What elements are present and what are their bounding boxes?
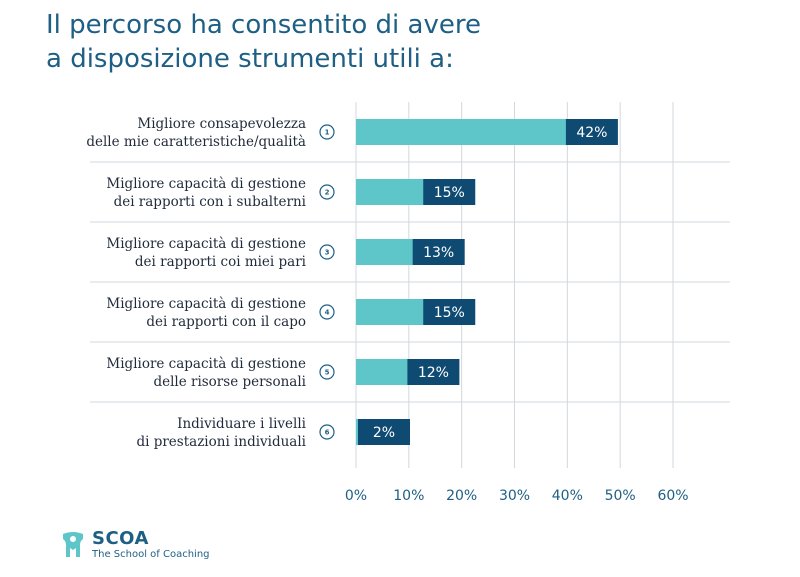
row-number-circle [319, 244, 335, 260]
value-badge [565, 119, 618, 145]
category-label-line-2: di prestazioni individuali [136, 434, 306, 450]
row-number-circle [319, 184, 335, 200]
chart-title-line-1: Il percorso ha consentito di avere [46, 10, 481, 40]
row-number: 2 [325, 189, 330, 197]
row-number: 4 [325, 309, 330, 317]
category-label-line-2: dei rapporti con i subalterni [114, 194, 307, 210]
category-label-line-2: dei rapporti con il capo [146, 314, 306, 330]
row-number: 3 [325, 249, 330, 257]
row-number-circle [319, 364, 335, 380]
category-label-line-2: delle mie caratteristiche/qualità [86, 134, 306, 150]
category-label-line-1: Migliore consapevolezza [137, 116, 306, 132]
value-badge [423, 179, 476, 205]
value-badge [407, 359, 460, 385]
value-badge [358, 419, 410, 445]
x-tick-label: 30% [499, 488, 530, 504]
bar [356, 299, 436, 325]
x-tick-label: 20% [446, 488, 477, 504]
x-tick-label: 0% [345, 488, 367, 504]
row-number: 1 [325, 129, 330, 137]
chart-title-line-2: a disposizione strumenti utili a: [46, 44, 454, 74]
logo-subtitle: The School of Coaching [92, 548, 210, 560]
value-badge [423, 299, 476, 325]
bar [356, 179, 436, 205]
x-tick-label: 50% [605, 488, 636, 504]
value-badge [412, 239, 465, 265]
category-label-line-1: Migliore capacità di gestione [106, 236, 306, 252]
category-label-line-2: dei rapporti coi miei pari [135, 254, 307, 270]
x-tick-label: 60% [657, 488, 688, 504]
category-label-line-2: delle risorse personali [153, 374, 306, 390]
data-label: 42% [576, 125, 607, 141]
data-label: 2% [373, 425, 395, 441]
row-number-circle [319, 124, 335, 140]
chart-title: Il percorso ha consentito di avere a dis… [46, 8, 481, 76]
data-label: 15% [434, 305, 465, 321]
row-number-circle [319, 304, 335, 320]
bar [356, 119, 578, 145]
category-label-line-1: Individuare i livelli [177, 416, 307, 432]
x-tick-label: 40% [552, 488, 583, 504]
data-label: 13% [423, 245, 454, 261]
logo-name: SCOA [92, 527, 149, 549]
x-tick-label: 10% [393, 488, 424, 504]
row-number-circle [319, 424, 335, 440]
scoa-logo: SCOA The School of Coaching [60, 527, 210, 563]
data-label: 12% [418, 365, 449, 381]
category-label-line-1: Migliore capacità di gestione [106, 356, 306, 372]
category-label-line-1: Migliore capacità di gestione [106, 176, 306, 192]
row-number: 5 [325, 369, 330, 377]
data-label: 15% [434, 185, 465, 201]
bar-chart: 0% 10% 20% 30% 40% 50% 60% Migliore consapevole… [86, 102, 730, 504]
category-label-line-1: Migliore capacità di gestione [106, 296, 306, 312]
scoa-logo-icon [63, 532, 83, 557]
row-number: 6 [325, 429, 330, 437]
